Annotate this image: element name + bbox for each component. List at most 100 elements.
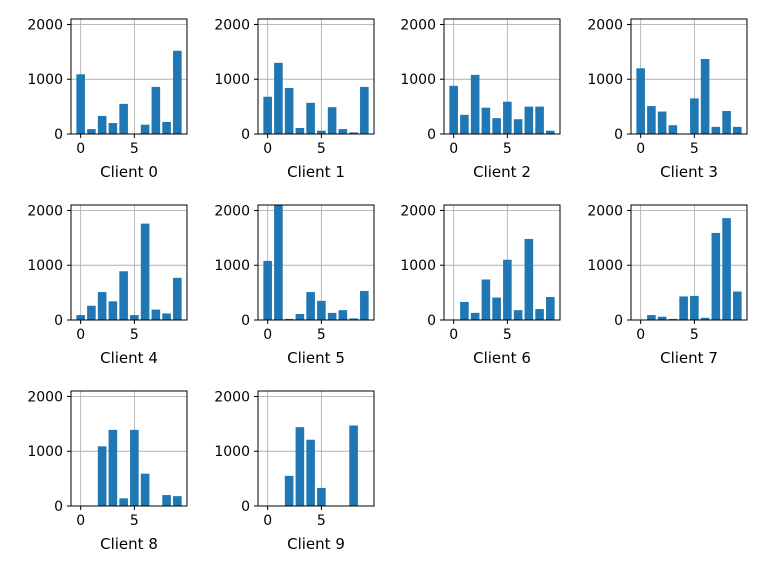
x-tick-label-0: 0 (636, 327, 645, 343)
bar-3 (481, 279, 491, 320)
y-tick-label-1: 1000 (214, 258, 250, 274)
bar-9 (546, 130, 555, 134)
bar-3 (668, 125, 678, 134)
y-tick-label-0: 0 (54, 499, 63, 515)
bar-2 (284, 475, 294, 506)
bar-2 (470, 312, 480, 320)
bar-0 (263, 96, 272, 134)
y-tick-label-1: 1000 (587, 258, 623, 274)
axes-frame (443, 204, 561, 321)
x-tick-label-0: 0 (263, 141, 272, 157)
bar-7 (711, 232, 721, 320)
y-tick-label-1: 1000 (27, 258, 63, 274)
bar-5 (317, 300, 326, 320)
y-tick-label-1: 1000 (27, 72, 63, 88)
subplot-4: 0 1000 2000 0 5 Client 4 (27, 203, 188, 367)
bar-5 (317, 130, 326, 134)
bar-6 (327, 312, 337, 320)
bar-5 (503, 259, 512, 320)
bar-8 (349, 132, 358, 134)
x-tick-label-1: 5 (130, 141, 139, 157)
bar-1 (87, 129, 96, 134)
bar-2 (97, 115, 107, 134)
bar-8 (349, 425, 358, 506)
bar-9 (733, 291, 742, 320)
bar-1 (647, 315, 656, 320)
bar-9 (546, 297, 555, 320)
axes-frame (70, 390, 188, 507)
y-tick-label-1: 1000 (587, 72, 623, 88)
bar-3 (108, 123, 118, 134)
bar-3 (108, 429, 118, 506)
x-axis-label: Client 8 (100, 535, 158, 553)
y-tick-label-2: 2000 (214, 389, 250, 405)
x-tick-label-0: 0 (76, 141, 85, 157)
bar-0 (636, 68, 645, 134)
bar-6 (700, 317, 710, 320)
bar-5 (130, 429, 139, 506)
bar-7 (338, 129, 348, 134)
y-tick-label-1: 1000 (400, 72, 436, 88)
bar-1 (274, 205, 283, 320)
x-tick-label-1: 5 (317, 141, 326, 157)
y-tick-label-0: 0 (241, 313, 250, 329)
y-tick-label-0: 0 (614, 127, 623, 143)
bar-4 (306, 292, 315, 320)
bar-8 (722, 218, 731, 320)
bar-9 (173, 496, 182, 506)
x-tick-label-0: 0 (76, 327, 85, 343)
bar-2 (97, 292, 107, 320)
bar-7 (524, 238, 534, 320)
x-tick-label-1: 5 (690, 327, 699, 343)
x-tick-label-1: 5 (503, 327, 512, 343)
bar-7 (524, 106, 534, 134)
bar-9 (173, 50, 182, 135)
bar-4 (306, 102, 315, 134)
x-axis-label: Client 6 (473, 349, 531, 367)
x-tick-label-1: 5 (503, 141, 512, 157)
subplot-2: 0 1000 2000 0 5 Client 2 (400, 17, 561, 181)
bar-1 (460, 114, 469, 134)
bar-6 (700, 58, 710, 134)
x-axis-label: Client 9 (287, 535, 345, 553)
bar-4 (306, 439, 315, 506)
bar-8 (349, 318, 358, 320)
bar-8 (535, 106, 544, 134)
bar-3 (295, 427, 305, 506)
axes-frame (257, 18, 375, 135)
x-axis-label: Client 5 (287, 349, 345, 367)
x-tick-label-1: 5 (317, 513, 326, 529)
bar-7 (151, 309, 161, 320)
y-tick-label-2: 2000 (587, 203, 623, 219)
x-axis-label: Client 1 (287, 163, 345, 181)
bar-6 (327, 107, 337, 134)
y-tick-label-2: 2000 (214, 203, 250, 219)
x-tick-label-0: 0 (449, 327, 458, 343)
bar-3 (481, 107, 491, 134)
x-axis-label: Client 2 (473, 163, 531, 181)
y-tick-label-0: 0 (241, 127, 250, 143)
bar-9 (360, 86, 369, 134)
bar-0 (449, 85, 458, 134)
bar-0 (76, 315, 85, 320)
bar-3 (108, 301, 118, 320)
bar-4 (679, 296, 688, 320)
y-tick-label-2: 2000 (27, 203, 63, 219)
bar-9 (173, 277, 182, 320)
bar-9 (360, 290, 369, 320)
bar-6 (513, 310, 523, 320)
bar-5 (317, 487, 326, 506)
subplot-7: 0 1000 2000 0 5 Client 7 (587, 203, 748, 367)
bar-9 (733, 126, 742, 134)
bar-2 (657, 316, 667, 320)
bar-5 (130, 315, 139, 320)
bar-3 (668, 318, 678, 320)
bar-2 (470, 74, 480, 134)
y-tick-label-0: 0 (427, 127, 436, 143)
y-tick-label-2: 2000 (27, 389, 63, 405)
axes-frame (70, 204, 188, 321)
y-tick-label-2: 2000 (400, 203, 436, 219)
bar-3 (295, 313, 305, 320)
y-tick-label-1: 1000 (214, 444, 250, 460)
bar-6 (513, 119, 523, 134)
